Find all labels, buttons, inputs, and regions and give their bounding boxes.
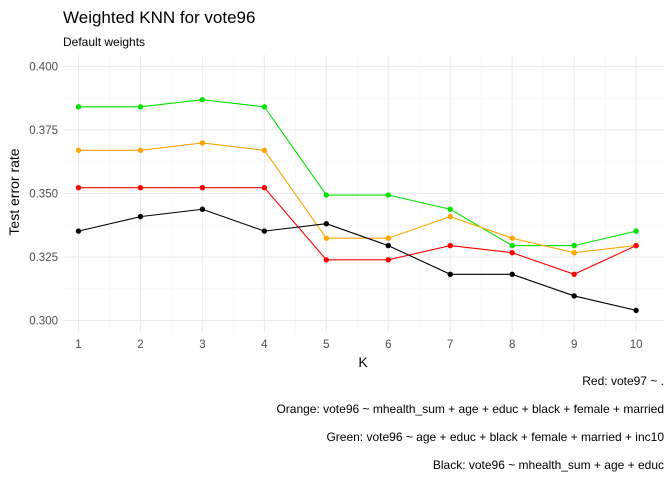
data-point — [385, 242, 391, 249]
data-point — [447, 213, 453, 220]
x-tick-label: 4 — [261, 339, 268, 351]
data-point — [509, 250, 515, 256]
data-point — [385, 192, 391, 198]
x-tick-label: 2 — [137, 339, 143, 351]
caption-red: Red: vote97 ~ . — [582, 374, 664, 388]
x-tick-label: 7 — [447, 339, 453, 351]
x-tick-label: 3 — [199, 339, 205, 351]
y-tick-label: 0.350 — [29, 189, 58, 201]
data-point — [75, 147, 82, 153]
data-point — [199, 184, 206, 191]
data-point — [261, 147, 268, 153]
data-point — [447, 206, 453, 212]
data-point — [633, 242, 639, 249]
y-axis-ticks: 0.300 0.325 0.350 0.375 0.400 — [29, 61, 58, 327]
series-line-1 — [78, 142, 637, 254]
data-point — [323, 221, 330, 227]
data-point — [261, 184, 268, 191]
data-point — [261, 104, 268, 110]
x-tick-label: 9 — [571, 339, 577, 351]
x-tick-label: 6 — [385, 339, 391, 351]
y-tick-label: 0.400 — [29, 61, 58, 73]
x-tick-label: 8 — [509, 339, 515, 351]
data-point — [199, 140, 206, 146]
data-point — [137, 147, 144, 153]
data-point — [323, 235, 330, 241]
data-point — [75, 104, 82, 110]
data-point — [261, 228, 268, 234]
data-point — [447, 242, 453, 249]
data-point — [199, 206, 206, 212]
data-point — [509, 242, 515, 249]
x-tick-label: 1 — [75, 339, 81, 351]
data-point — [385, 257, 391, 263]
data-point — [137, 184, 144, 191]
data-point — [509, 235, 515, 241]
data-point — [137, 213, 144, 220]
caption-green: Green: vote96 ~ age + educ + black + fem… — [326, 430, 664, 444]
x-tick-label: 10 — [630, 339, 643, 351]
series-line-3 — [78, 208, 637, 311]
data-point — [75, 228, 82, 234]
data-point — [199, 97, 206, 103]
data-point — [509, 271, 515, 278]
data-point — [385, 235, 391, 241]
chart-subtitle: Default weights — [63, 35, 145, 49]
data-point — [571, 293, 577, 299]
data-point — [633, 307, 639, 314]
caption-orange: Orange: vote96 ~ mhealth_sum + age + edu… — [276, 402, 664, 416]
x-tick-label: 5 — [323, 339, 329, 351]
y-tick-label: 0.325 — [29, 252, 58, 264]
x-axis-title: K — [358, 354, 368, 370]
y-tick-label: 0.300 — [29, 316, 58, 328]
series-lines — [75, 97, 639, 314]
y-tick-label: 0.375 — [29, 125, 58, 137]
data-point — [447, 271, 453, 278]
data-point — [323, 192, 330, 198]
series-line-2 — [78, 187, 637, 275]
y-axis-title: Test error rate — [6, 148, 22, 235]
data-point — [75, 184, 82, 191]
caption-black: Black: vote96 ~ mhealth_sum + age + educ — [433, 458, 664, 472]
data-point — [571, 271, 577, 278]
chart-title: Weighted KNN for vote96 — [63, 8, 255, 27]
data-point — [571, 250, 577, 256]
data-point — [633, 228, 639, 234]
x-axis-ticks: 1 2 3 4 5 6 7 8 9 10 — [75, 339, 642, 351]
data-point — [571, 242, 577, 249]
plot-grid — [63, 55, 664, 332]
data-point — [323, 257, 330, 263]
data-point — [137, 104, 144, 110]
